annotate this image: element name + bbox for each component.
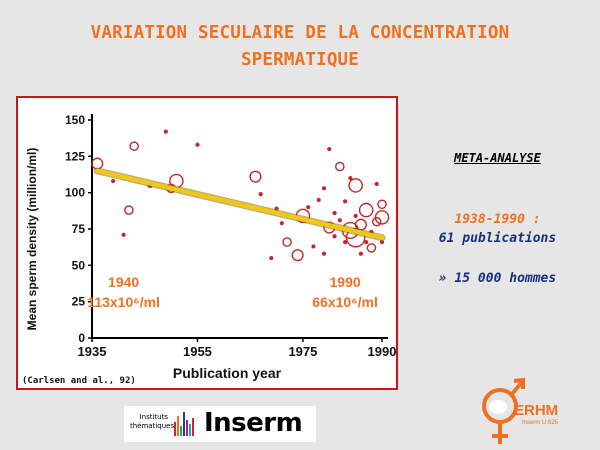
data-point: [364, 239, 369, 245]
annotation-value: 113x10⁶/ml: [87, 294, 160, 310]
data-point: [366, 243, 377, 253]
data-point: [316, 197, 321, 203]
data-point: [377, 199, 387, 210]
data-point: [249, 170, 262, 183]
erhm-subtitle: Inserm U.625: [522, 420, 559, 426]
y-axis-label: Mean sperm density (million/ml): [25, 148, 39, 331]
y-tick-label: 0: [78, 331, 85, 345]
chart-labels: 1940 113x10⁶/ml 1990 66x10⁶/ml: [87, 274, 378, 310]
institutes-label: Instituts thématiques: [130, 413, 175, 431]
data-point: [163, 129, 168, 134]
y-tick-label: 75: [72, 222, 86, 236]
annotation-year: 1940: [108, 274, 139, 290]
data-point: [332, 210, 337, 216]
publications-count: 61 publications: [438, 231, 557, 246]
data-point: [258, 192, 263, 197]
x-tick-label: 1990: [368, 344, 396, 359]
data-point: [374, 210, 390, 225]
chart-frame: 0 25 50 75 100 125 150 1935 1955 1975 1990 Publicat…: [16, 96, 398, 390]
data-point: [129, 141, 139, 151]
data-point: [348, 178, 363, 193]
data-point: [291, 249, 304, 262]
institutes-bars-icon: [174, 412, 196, 436]
data-point: [279, 221, 284, 226]
annotation-year: 1990: [330, 274, 361, 290]
scatter-chart: 0 25 50 75 100 125 150 1935 1955 1975 1990 Publicat…: [25, 113, 396, 381]
data-point: [353, 213, 358, 219]
meta-analysis-label: META-ANALYSE: [454, 151, 541, 165]
y-tick-label: 150: [65, 113, 85, 127]
chart-trend: [93, 167, 386, 242]
data-point: [327, 146, 332, 152]
data-point: [269, 255, 274, 261]
y-tick-label: 25: [72, 295, 86, 309]
data-point: [311, 244, 316, 249]
slide-title-line-2: SPERMATIQUE: [240, 50, 360, 70]
trend-line: [95, 168, 385, 240]
x-tick-label: 1975: [288, 344, 317, 359]
data-point: [332, 234, 337, 239]
chart-points: [91, 129, 390, 262]
annotation-value: 66x10⁶/ml: [312, 294, 378, 310]
data-point: [358, 202, 374, 218]
slide-title-line-1: VARIATION SECULAIRE DE LA CONCENTRATION: [90, 23, 510, 43]
data-point: [124, 205, 134, 215]
x-tick-label: 1955: [183, 344, 212, 359]
slide-title: VARIATION SECULAIRE DE LA CONCENTRATION …: [0, 20, 600, 74]
data-point: [371, 216, 382, 227]
inserm-wordmark: Inserm: [204, 408, 303, 438]
institutes-line-1: Instituts: [139, 413, 168, 421]
erhm-logo: ERHM Inserm U.625: [470, 372, 582, 450]
data-point: [306, 205, 311, 210]
data-point: [374, 181, 379, 187]
chart-axes: 0 25 50 75 100 125 150 1935 1955 1975 1990 Publicat…: [25, 113, 396, 381]
men-count: » 15 000 hommes: [438, 271, 557, 286]
data-point: [121, 232, 126, 237]
period-label: 1938-1990 :: [454, 212, 541, 227]
y-tick-label: 100: [65, 186, 85, 200]
data-point: [321, 251, 327, 256]
y-tick-label: 50: [72, 258, 86, 272]
data-point: [321, 186, 327, 191]
data-point: [195, 142, 200, 147]
data-point: [282, 237, 292, 247]
data-point: [110, 178, 116, 184]
x-tick-label: 1935: [78, 344, 107, 359]
y-tick-label: 125: [65, 149, 85, 163]
gender-symbols-icon: [482, 377, 525, 444]
data-point: [348, 176, 353, 181]
institutes-line-2: thématiques: [130, 422, 175, 430]
erhm-wordmark: ERHM: [514, 402, 559, 419]
inserm-logo: Instituts thématiques Inserm: [124, 406, 316, 442]
data-point: [91, 157, 104, 170]
data-point: [337, 218, 342, 223]
x-axis-label: Publication year: [173, 365, 282, 381]
citation: (Carlsen and al., 92): [22, 376, 136, 386]
data-point: [358, 251, 364, 256]
data-point: [335, 161, 345, 172]
data-point: [342, 199, 348, 204]
